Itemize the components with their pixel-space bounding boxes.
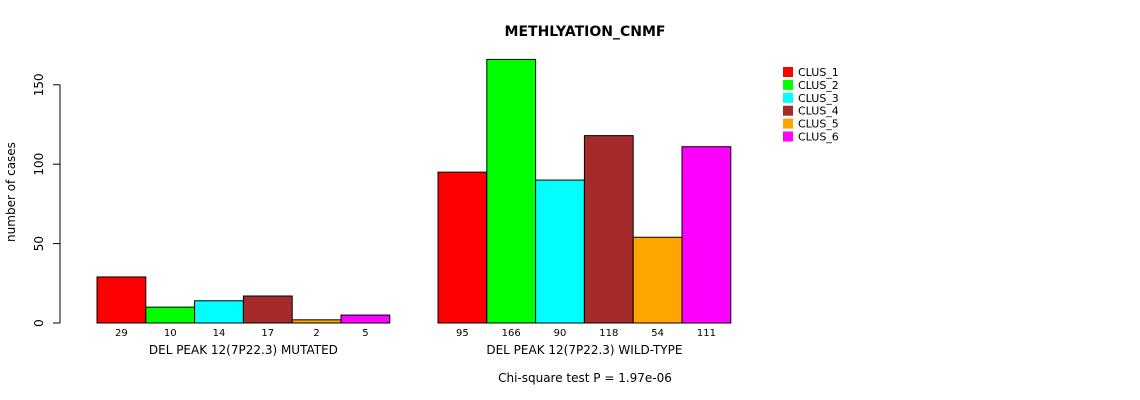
group-labels: DEL PEAK 12(7P22.3) MUTATED DEL PEAK 12(7… <box>149 343 683 357</box>
chi-square-footnote: Chi-square test P = 1.97e-06 <box>498 371 672 385</box>
bar-value-label: 166 <box>502 328 521 339</box>
y-tick-label: 50 <box>32 236 46 251</box>
bar-value-label: 2 <box>313 328 319 339</box>
bar-clus-1 <box>437 171 488 324</box>
bar-clus-5 <box>632 236 683 324</box>
bar-value-label: 17 <box>261 328 274 339</box>
bar-clus-5 <box>291 319 342 324</box>
bar-clus-1 <box>96 276 147 324</box>
legend-swatch <box>783 79 793 90</box>
bar-clus-2 <box>486 58 537 324</box>
legend-label: CLUS_2 <box>798 79 839 92</box>
y-tick-label: 100 <box>32 153 46 176</box>
legend-label: CLUS_6 <box>798 131 839 144</box>
legend-swatch <box>783 118 793 129</box>
bar-clus-2 <box>145 306 196 324</box>
legend-swatch <box>783 92 793 103</box>
legend-label: CLUS_5 <box>798 118 839 131</box>
y-axis: 0 50 100 150 <box>32 73 61 327</box>
group-label: DEL PEAK 12(7P22.3) WILD-TYPE <box>486 343 682 357</box>
bar-value-label: 5 <box>362 328 368 339</box>
bar-clus-4 <box>242 295 293 324</box>
chart-title: METHLYATION_CNMF <box>505 24 666 40</box>
bar-value-label: 29 <box>115 328 128 339</box>
legend-swatch <box>783 67 793 77</box>
y-axis-label: number of cases <box>4 142 18 242</box>
bars: 29 10 14 17 2 5 95 166 90 118 54 111 <box>96 58 732 339</box>
legend-label: CLUS_4 <box>798 105 839 118</box>
bar-clus-3 <box>535 179 585 324</box>
bar-value-label: 14 <box>213 328 226 339</box>
y-tick-label: 150 <box>32 73 46 96</box>
y-tick-label: 0 <box>32 319 46 327</box>
group-label: DEL PEAK 12(7P22.3) MUTATED <box>149 343 338 357</box>
bar-clus-4 <box>583 135 634 324</box>
bar-value-label: 54 <box>651 328 664 339</box>
bar-clus-3 <box>194 300 244 324</box>
bar-value-label: 95 <box>456 328 469 339</box>
bar-value-label: 118 <box>599 328 618 339</box>
bar-clus-6 <box>340 314 391 324</box>
legend-swatch <box>783 131 793 142</box>
legend-swatch <box>783 105 793 116</box>
bar-value-label: 10 <box>164 328 177 339</box>
bar-clus-6 <box>681 146 732 324</box>
legend-label: CLUS_3 <box>798 92 839 105</box>
bar-value-label: 90 <box>554 328 567 339</box>
bar-value-label: 111 <box>697 328 716 339</box>
legend-label: CLUS_1 <box>798 66 839 79</box>
